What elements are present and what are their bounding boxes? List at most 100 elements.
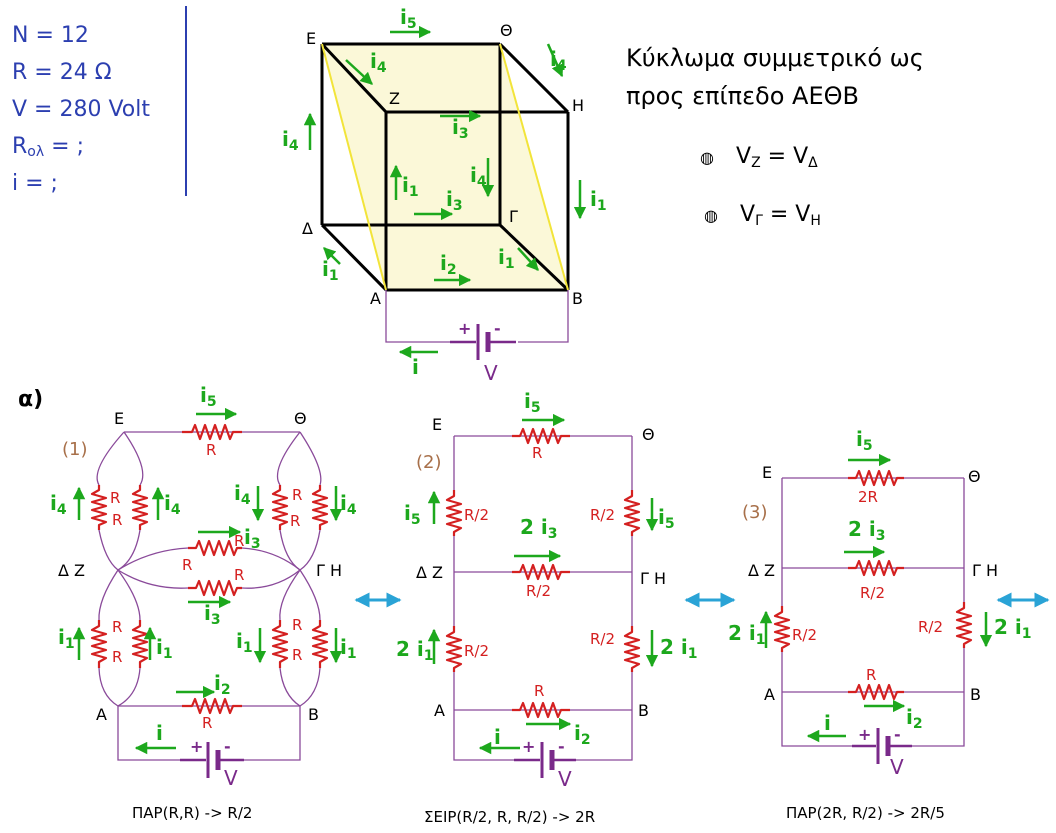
cube-battery: + - V <box>450 319 518 385</box>
battery-3: + - V <box>852 725 912 779</box>
battery-1: + - V <box>180 737 244 790</box>
given-v: V = 280 Volt <box>12 97 150 122</box>
svg-text:i: i <box>824 711 831 735</box>
svg-text:i5: i5 <box>856 427 873 454</box>
svg-text:Δ Ζ: Δ Ζ <box>416 563 443 582</box>
svg-text:R: R <box>292 616 302 634</box>
vertex-b: Β <box>572 289 583 308</box>
svg-text:+: + <box>522 737 535 756</box>
symmetry-note: Κύκλωμα συμμετρικό ως προς επίπεδο ΑΕΘΒ … <box>626 44 924 229</box>
svg-text:i: i <box>494 725 501 749</box>
svg-text:Α: Α <box>434 701 445 720</box>
step-1-label: (1) <box>62 439 88 460</box>
cube-i4-thh: i4 <box>550 47 567 74</box>
svg-text:R: R <box>112 511 122 529</box>
svg-text:R: R <box>292 486 302 504</box>
step-2-label: (2) <box>416 452 442 473</box>
svg-text:2R: 2R <box>858 488 878 506</box>
battery-2: + - V <box>514 737 576 791</box>
caption-step-1: ΠΑΡ(R,R) -> R/2 <box>132 804 252 822</box>
node-b: Β <box>308 705 319 724</box>
caption-step-3: ΠΑΡ(2R, R/2) -> 2R/5 <box>786 804 945 822</box>
svg-text:R: R <box>532 444 542 462</box>
svg-text:R: R <box>112 648 122 666</box>
svg-text:V: V <box>890 755 904 779</box>
svg-text:2 i1: 2 i1 <box>396 637 434 664</box>
svg-text:V: V <box>558 767 572 791</box>
svg-text:+: + <box>858 725 871 744</box>
svg-text:R/2: R/2 <box>590 630 615 648</box>
svg-text:Δ Ζ: Δ Ζ <box>748 561 775 580</box>
svg-text:i1: i1 <box>340 635 357 662</box>
svg-text:i5: i5 <box>404 501 421 528</box>
cube-i-total: i <box>412 355 419 379</box>
svg-text:R: R <box>110 489 120 507</box>
given-r: R = 24 Ω <box>12 60 112 85</box>
svg-text:+: + <box>458 319 471 338</box>
svg-text:i4: i4 <box>50 491 67 518</box>
svg-text:i3: i3 <box>204 601 221 628</box>
svg-text:i5: i5 <box>658 505 675 532</box>
svg-text:R/2: R/2 <box>918 618 943 636</box>
svg-text:2 i1: 2 i1 <box>994 615 1032 642</box>
svg-text:V: V <box>224 766 238 790</box>
cube-i1-ad: i1 <box>322 257 339 284</box>
cube-i3-zh: i3 <box>452 115 469 142</box>
vertex-z: Ζ <box>389 89 400 108</box>
svg-text:Ε: Ε <box>432 415 442 434</box>
svg-text:i2: i2 <box>214 671 231 698</box>
svg-text:R: R <box>234 566 244 584</box>
svg-text:i1: i1 <box>58 625 75 652</box>
bullet-icon: ◍ <box>700 148 714 167</box>
svg-text:i1: i1 <box>236 629 253 656</box>
diagonal-ea <box>321 43 387 291</box>
svg-text:2 i3: 2 i3 <box>848 517 886 544</box>
cube-i1-gb: i1 <box>498 245 515 272</box>
caption-step-2: ΣΕΙΡ(R/2, R, R/2) -> 2R <box>424 808 595 826</box>
svg-text:-: - <box>558 737 565 756</box>
svg-text:i2: i2 <box>574 721 591 748</box>
svg-text:R/2: R/2 <box>464 506 489 524</box>
svg-text:Α: Α <box>764 685 775 704</box>
svg-text:R: R <box>206 441 216 459</box>
part-a-label: α) <box>18 387 43 412</box>
cube-i4-ez: i4 <box>370 49 387 76</box>
equation-vz-vd: VZ = VΔ <box>736 144 818 171</box>
svg-text:2 i1: 2 i1 <box>728 621 766 648</box>
svg-text:R: R <box>290 512 300 530</box>
vertex-d: Δ <box>302 219 313 238</box>
cube-i3-dg: i3 <box>446 187 463 214</box>
svg-text:R: R <box>292 646 302 664</box>
svg-text:R/2: R/2 <box>464 642 489 660</box>
cube-diagram: Ε Θ Ζ Η Δ Γ Α Β i5 i4 i4 <box>282 5 607 385</box>
circuit-step-3: 2R R/2 R/2 R/2 R Ε Θ Δ Ζ Γ Η Α Β (3) i5 … <box>728 427 1032 822</box>
svg-text:i4: i4 <box>234 481 251 508</box>
svg-text:i: i <box>156 721 163 745</box>
svg-text:i5: i5 <box>524 389 541 416</box>
cube-i4-de: i4 <box>282 127 299 154</box>
svg-text:i5: i5 <box>200 383 217 410</box>
svg-text:i4: i4 <box>340 491 357 518</box>
svg-text:R: R <box>112 618 122 636</box>
svg-text:-: - <box>894 725 901 744</box>
cube-i5: i5 <box>400 5 417 32</box>
node-dz: Δ Ζ <box>58 561 85 580</box>
cube-i1-hb: i1 <box>590 187 607 214</box>
svg-text:R: R <box>534 682 544 700</box>
node-a: Α <box>96 705 107 724</box>
svg-text:R/2: R/2 <box>526 582 551 600</box>
circuit-step-1: R R R R R R R R R R R R R Ε Θ Δ Ζ Γ Η Α … <box>50 383 357 822</box>
svg-text:Θ: Θ <box>968 467 981 486</box>
node-gh: Γ Η <box>316 561 342 580</box>
svg-text:i3: i3 <box>244 525 261 552</box>
bullet-icon: ◍ <box>704 206 718 225</box>
svg-text:Ε: Ε <box>762 463 772 482</box>
given-i: i = ; <box>12 171 58 196</box>
svg-text:2 i3: 2 i3 <box>520 515 558 542</box>
svg-text:Β: Β <box>638 701 649 720</box>
svg-text:i4: i4 <box>164 491 181 518</box>
svg-text:R/2: R/2 <box>590 506 615 524</box>
step-3-label: (3) <box>742 502 768 523</box>
node-th: Θ <box>294 409 307 428</box>
svg-text:+: + <box>190 737 203 756</box>
